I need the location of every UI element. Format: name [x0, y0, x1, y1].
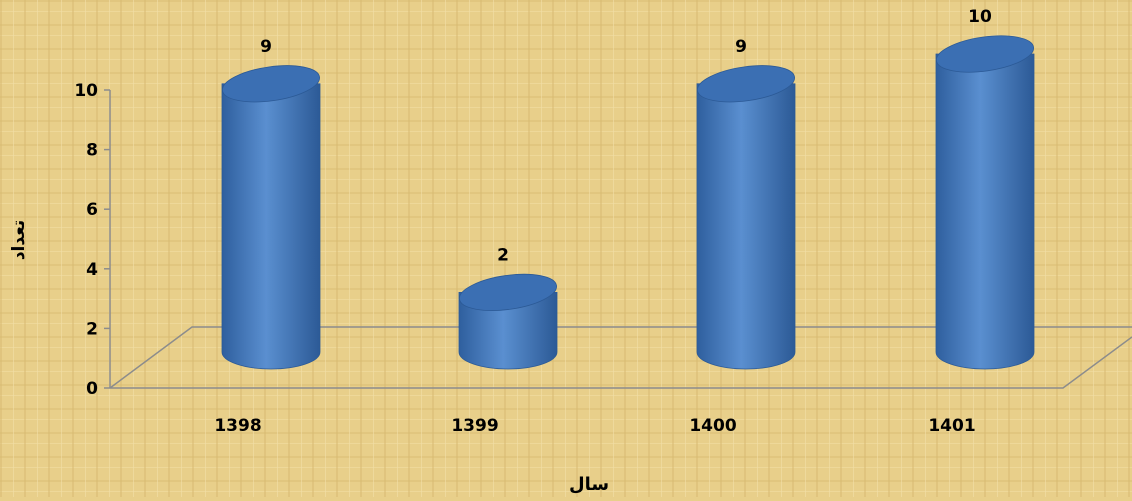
- x-axis-title: سال: [569, 474, 609, 495]
- bar-top: [936, 35, 1034, 73]
- bar-top: [459, 273, 557, 311]
- x-tick-label: 1400: [689, 416, 736, 436]
- y-tick-label: 0: [86, 379, 98, 399]
- bar: [221, 65, 321, 370]
- x-tick-label: 1399: [451, 416, 498, 436]
- x-tick-label: 1401: [928, 416, 975, 436]
- data-label: 9: [735, 37, 747, 57]
- bar-top: [697, 65, 795, 103]
- y-tick-label: 10: [74, 81, 98, 101]
- bar-body: [221, 83, 321, 370]
- bar-top: [222, 65, 320, 103]
- y-axis-title: تعداد: [9, 220, 29, 260]
- data-label: 9: [260, 37, 272, 57]
- x-tick-label: 1398: [214, 416, 261, 436]
- y-tick-label: 6: [86, 200, 98, 220]
- bar: [458, 273, 558, 370]
- bar-body: [696, 83, 796, 370]
- data-label: 2: [497, 245, 509, 265]
- axis-layer: 0 2 4 6 8 10 1398 1399 1400 1401: [74, 81, 1132, 436]
- y-tick-label: 4: [86, 260, 98, 280]
- floor-outline: [109, 326, 1132, 389]
- y-tick-label: 2: [86, 319, 98, 339]
- bar: [696, 65, 796, 370]
- bar: [935, 35, 1035, 370]
- bar-body: [935, 53, 1035, 370]
- bars-layer: 9 2 9 10: [221, 7, 1035, 370]
- y-tick-label: 8: [86, 141, 98, 161]
- data-label: 10: [968, 7, 992, 27]
- bar-body: [458, 292, 558, 370]
